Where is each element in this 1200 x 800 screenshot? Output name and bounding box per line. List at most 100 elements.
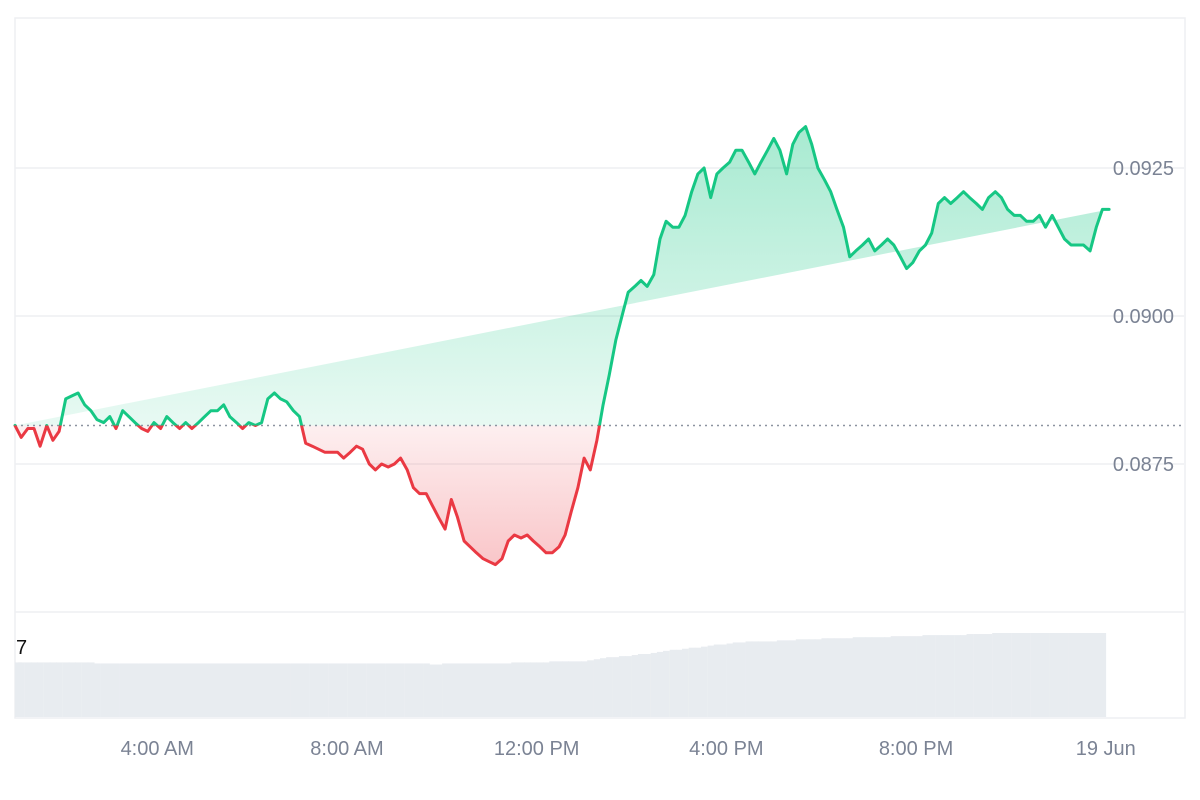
volume-bar	[18, 662, 25, 717]
volume-bar	[176, 663, 184, 717]
volume-bar	[726, 643, 734, 717]
volume-bar	[543, 662, 550, 717]
y-axis: 0.0925 0.0900 0.0875	[1113, 158, 1174, 476]
volume-bar	[808, 639, 816, 717]
volume-bar	[1099, 633, 1107, 717]
volume-bar	[650, 652, 658, 717]
volume-bar	[1055, 633, 1063, 717]
volume-bar	[359, 663, 367, 717]
volume-bar	[568, 661, 575, 717]
volume-bar	[81, 662, 89, 717]
volume-bar	[700, 646, 708, 717]
volume-bar	[239, 663, 247, 717]
volume-bar	[524, 662, 531, 717]
volume-bar	[252, 663, 260, 717]
volume-bar	[1004, 633, 1012, 717]
volume-bar	[1042, 633, 1050, 717]
volume-bar	[637, 654, 645, 717]
volume-bar	[74, 662, 82, 717]
volume-bar	[840, 638, 848, 717]
volume-bar	[366, 663, 373, 717]
x-tick-label: 12:00 PM	[494, 738, 580, 760]
volume-bar	[871, 637, 879, 717]
volume-bar	[290, 663, 298, 717]
volume-bar	[530, 662, 538, 717]
volume-bar	[878, 637, 886, 717]
volume-bar	[846, 638, 854, 717]
y-tick-label: 0.0925	[1113, 158, 1174, 180]
volume-bar	[852, 637, 860, 717]
volume-bar	[68, 662, 76, 717]
volume-bar	[410, 663, 418, 717]
volume-bar	[492, 663, 500, 717]
volume-bar	[776, 640, 784, 717]
volume-bar	[713, 644, 721, 717]
price-line-below-baseline	[13, 425, 602, 567]
area-fill-below-baseline	[15, 425, 600, 565]
volume-bar	[656, 651, 664, 717]
volume-bar	[745, 641, 753, 717]
volume-bar	[353, 663, 361, 717]
volume-bar	[340, 663, 348, 717]
volume-bar	[833, 638, 841, 717]
x-tick-label: 19 Jun	[1076, 738, 1136, 760]
volume-bar	[454, 663, 462, 717]
volume-bar	[555, 661, 563, 717]
volume-bar	[201, 663, 209, 717]
volume-bar	[954, 635, 961, 717]
volume-bar	[719, 644, 727, 717]
volume-bar	[473, 663, 481, 717]
volume-bar	[321, 663, 329, 717]
volume-bar	[562, 661, 569, 717]
x-tick-label: 8:00 AM	[310, 738, 383, 760]
volume-bar	[498, 663, 506, 717]
volume-bar	[941, 635, 949, 717]
volume-bar	[106, 663, 114, 717]
volume-bar	[1087, 633, 1094, 717]
volume-bar	[334, 663, 342, 717]
volume-bar	[707, 645, 715, 717]
volume-bar	[479, 663, 487, 717]
volume-bar	[429, 664, 437, 717]
volume-bar	[372, 663, 380, 717]
volume-bar	[916, 636, 924, 717]
x-axis: 4:00 AM 8:00 AM 12:00 PM 4:00 PM 8:00 PM 19 J…	[121, 738, 1136, 760]
volume-bar	[315, 663, 323, 717]
volume-bar	[859, 637, 867, 717]
volume-bar	[682, 648, 689, 717]
volume-bar	[631, 655, 639, 717]
volume-bar	[789, 640, 797, 717]
volume-bar	[302, 663, 310, 717]
volume-bar	[1068, 633, 1075, 717]
volume-scale-label: 7	[16, 637, 27, 659]
volume-bar	[966, 634, 974, 717]
volume-bar	[973, 634, 980, 717]
volume-bar	[220, 663, 228, 717]
volume-bar	[271, 663, 279, 717]
volume-bar	[751, 641, 759, 717]
volume-bar	[618, 656, 626, 717]
volume-bar	[328, 663, 336, 717]
volume-bar	[93, 663, 101, 717]
volume-bar	[1074, 633, 1081, 717]
volume-bar	[1080, 633, 1088, 717]
volume-bar	[897, 636, 905, 717]
volume-bar	[62, 662, 70, 717]
volume-bar	[827, 638, 835, 717]
volume-bar	[182, 663, 190, 717]
volume-bar	[574, 661, 582, 717]
volume-bar	[581, 661, 588, 717]
x-tick-label: 8:00 PM	[879, 738, 953, 760]
volume-bar	[245, 663, 253, 717]
volume-bar	[448, 663, 455, 717]
volume-bar	[435, 664, 443, 717]
volume-bar	[391, 663, 399, 717]
price-line-above-baseline	[13, 125, 1111, 426]
volume-bar	[296, 663, 304, 717]
volume-bar	[738, 642, 746, 717]
volume-bar	[732, 642, 740, 717]
volume-bar	[163, 663, 171, 717]
volume-bar	[309, 663, 317, 717]
